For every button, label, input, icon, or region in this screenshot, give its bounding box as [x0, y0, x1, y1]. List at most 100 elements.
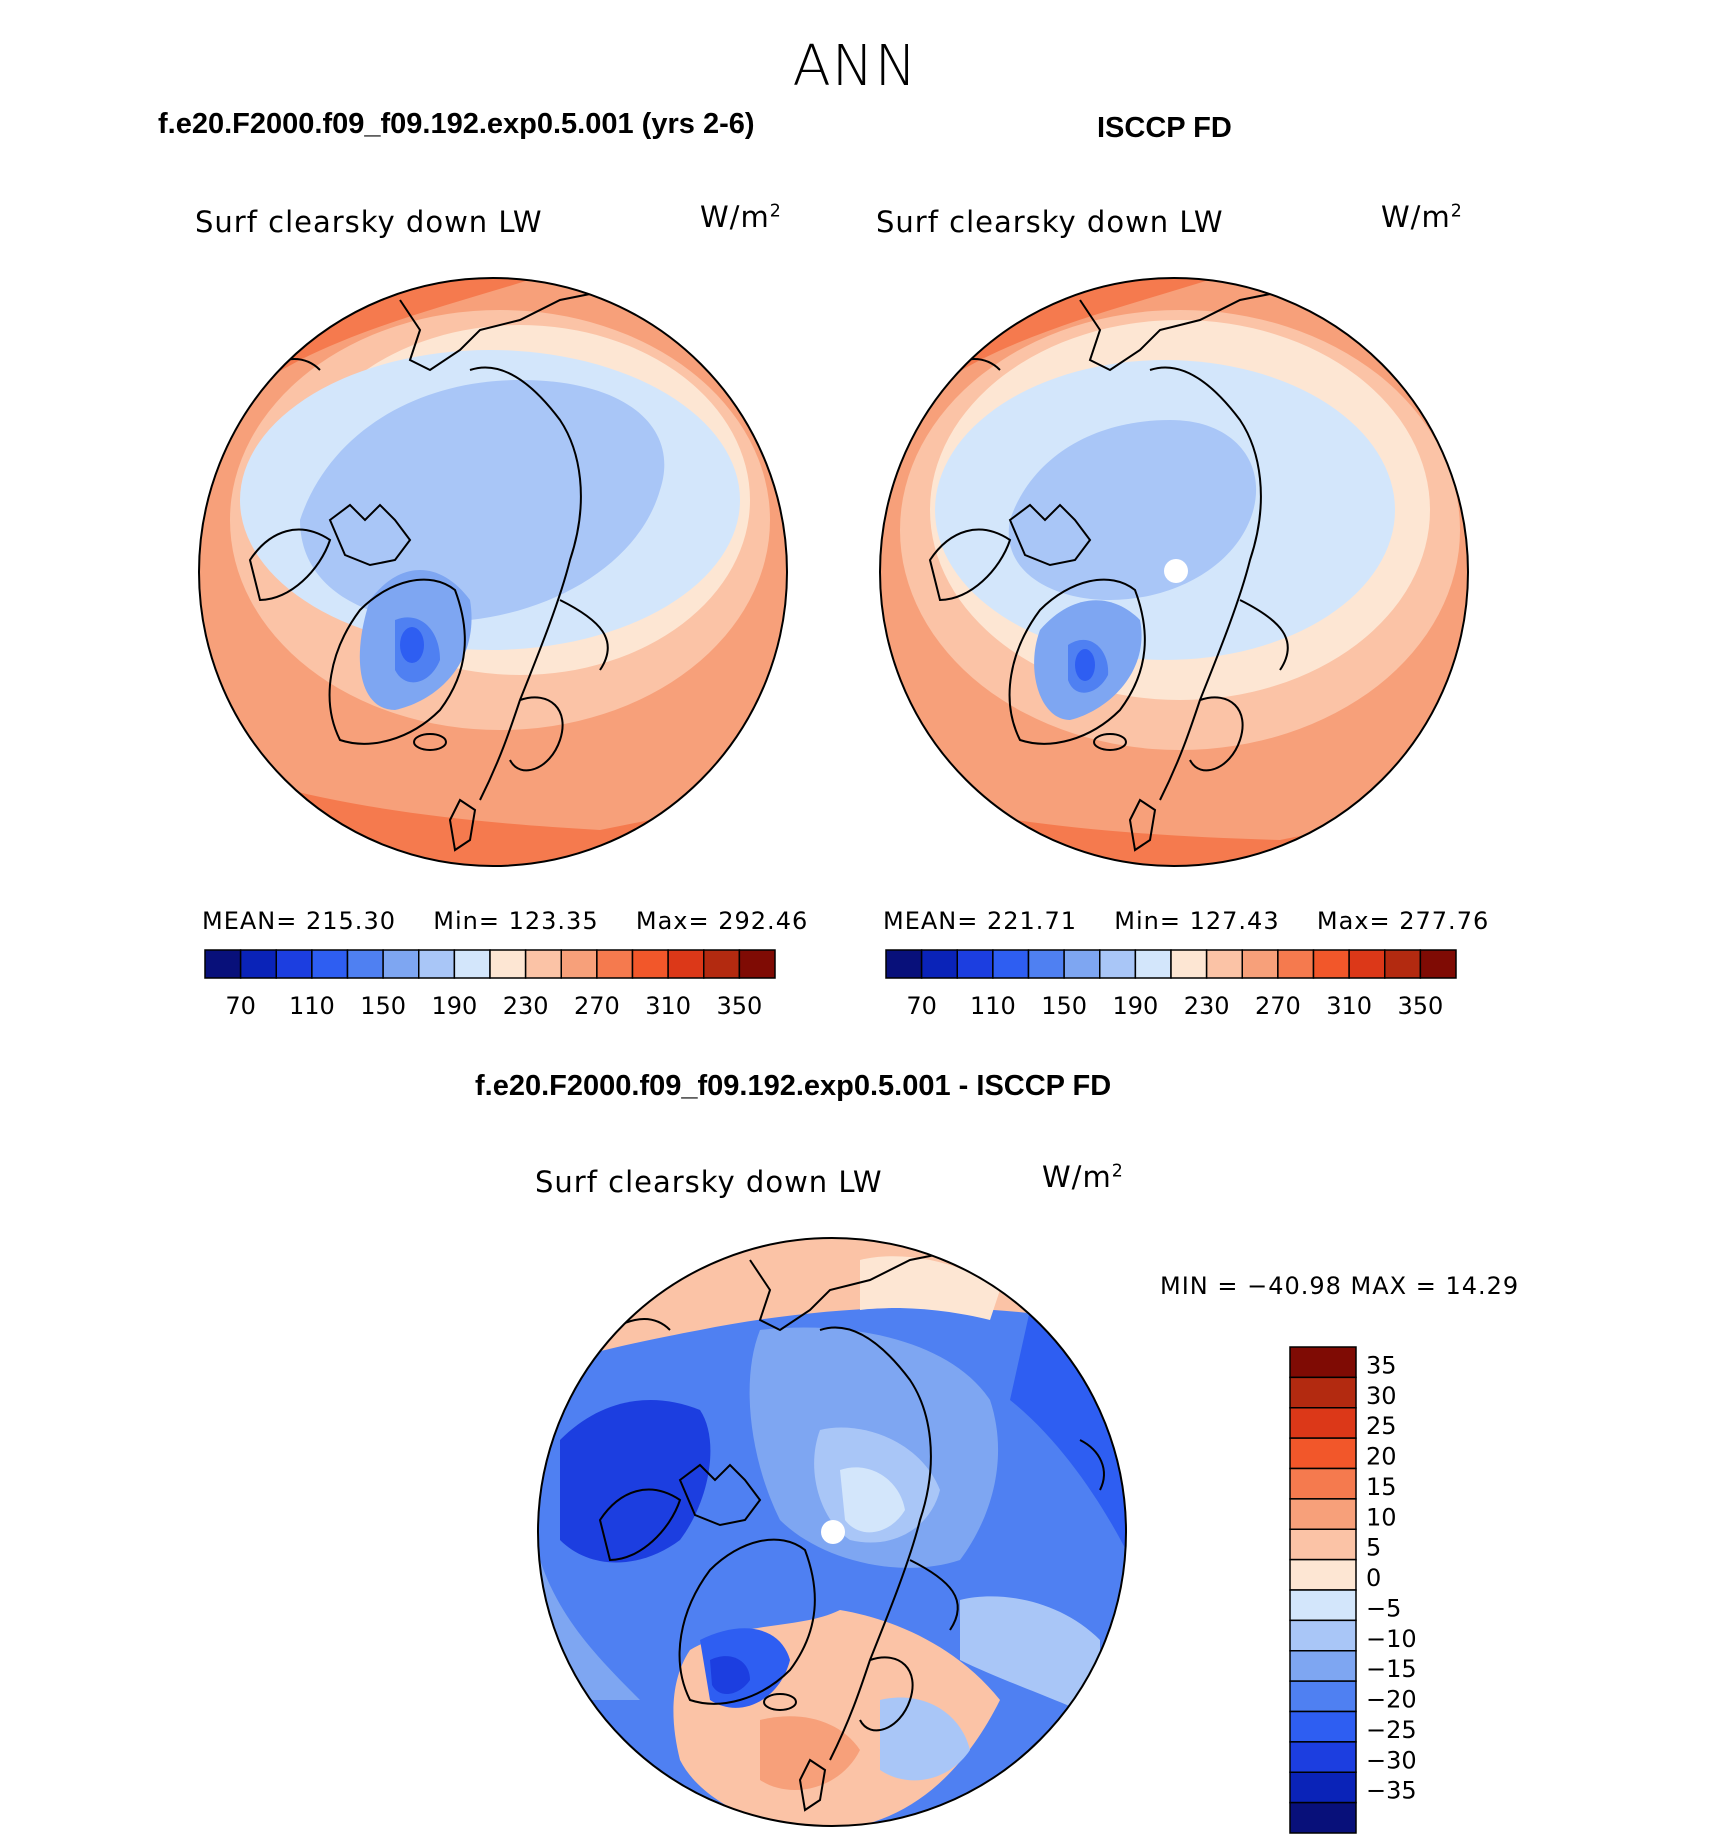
- colorbar-1-tick-label: 350: [716, 992, 762, 1020]
- colorbar-1-swatch: [703, 949, 741, 979]
- colorbar-1-swatch: [560, 949, 598, 979]
- panel2-mean-value: 221.71: [987, 907, 1077, 935]
- colorbar-diff-swatch: [1289, 1710, 1357, 1743]
- colorbar-diff-tick-label: −30: [1366, 1746, 1417, 1774]
- panel1-units: W/m2: [700, 200, 782, 234]
- colorbar-2-swatch: [1170, 949, 1208, 979]
- colorbar-diff-tick-label: 0: [1366, 1564, 1381, 1592]
- map3-coastlines: [598, 1249, 1105, 1812]
- panel2-units-exp: 2: [1450, 201, 1463, 222]
- diff-units-base: W/m: [1042, 1160, 1112, 1194]
- colorbar-diff-tick-label: 10: [1366, 1503, 1397, 1531]
- panel1-max-value: 292.46: [718, 907, 809, 935]
- colorbar-1-swatch: [667, 949, 705, 979]
- panel1-variable: Surf clearsky down LW: [195, 205, 543, 239]
- colorbar-2-swatch: [1099, 949, 1137, 979]
- panel2-units-base: W/m: [1381, 200, 1451, 234]
- colorbar-2-swatch: [1312, 949, 1350, 979]
- colorbar-diff-tick-label: 5: [1366, 1534, 1381, 1562]
- colorbar-diff-tick-label: 20: [1366, 1443, 1397, 1471]
- colorbar-2: 70 110 150 190 230 270 310 350: [885, 949, 1457, 1020]
- colorbar-2-tick-label: 350: [1397, 992, 1443, 1020]
- colorbar-2-swatch: [1134, 949, 1172, 979]
- panel2-max-label: Max=: [1316, 907, 1391, 935]
- panel2-min-label: Min=: [1114, 907, 1181, 935]
- colorbar-2-swatch: [1027, 949, 1065, 979]
- colorbar-1-tick-label: 230: [503, 992, 549, 1020]
- colorbar-1: 70 110 150 190 230 270 310 350: [204, 949, 776, 1020]
- panel1-min-label: Min=: [433, 907, 500, 935]
- colorbar-diff-swatch: [1289, 1801, 1357, 1834]
- colorbar-2-swatch: [1063, 949, 1101, 979]
- map2-coastlines: [928, 289, 1291, 852]
- colorbar-2-tick-label: 70: [906, 992, 937, 1020]
- colorbar-diff-swatch: [1289, 1619, 1357, 1652]
- colorbar-1-swatch: [631, 949, 669, 979]
- colorbar-1-swatch: [275, 949, 313, 979]
- panel2-min-value: 127.43: [1189, 907, 1280, 935]
- diff-title: f.e20.F2000.f09_f09.192.exp0.5.001 - ISC…: [475, 1070, 1112, 1102]
- colorbar-diff-swatch: [1289, 1771, 1357, 1804]
- map2-border: [879, 277, 1469, 867]
- colorbar-2-swatch: [992, 949, 1030, 979]
- colorbar-2-swatch: [1348, 949, 1386, 979]
- colorbar-diff-tick-label: −20: [1366, 1686, 1417, 1714]
- colorbar-2-swatch: [920, 949, 958, 979]
- panel2-variable: Surf clearsky down LW: [876, 205, 1224, 239]
- colorbar-diff-tick-label: −25: [1366, 1716, 1417, 1744]
- colorbar-1-tick-label: 150: [360, 992, 406, 1020]
- colorbar-diff-tick-label: 35: [1366, 1351, 1397, 1379]
- panel2-mean-label: MEAN=: [883, 907, 979, 935]
- colorbar-2-swatch: [1205, 949, 1243, 979]
- map1-border: [198, 277, 788, 867]
- season-title: ANN: [792, 34, 918, 99]
- colorbar-2-swatch: [1241, 949, 1279, 979]
- colorbar-2-tick-label: 190: [1112, 992, 1158, 1020]
- colorbar-diff-swatch: [1289, 1407, 1357, 1439]
- colorbar-diff-swatch: [1289, 1558, 1357, 1591]
- colorbar-2-swatch: [956, 949, 994, 979]
- colorbar-2-tick-label: 310: [1326, 992, 1372, 1020]
- diff-minmax: MIN = −40.98 MAX = 14.29: [1160, 1272, 1520, 1300]
- colorbar-diff-tick-label: −10: [1366, 1625, 1417, 1653]
- colorbar-1-swatch: [453, 949, 491, 979]
- colorbar-2-tick-label: 270: [1255, 992, 1301, 1020]
- colorbar-2-swatch: [1419, 949, 1457, 979]
- colorbar-diff-tick-label: −35: [1366, 1777, 1417, 1805]
- colorbar-1-swatch: [311, 949, 349, 979]
- colorbar-1-swatch: [239, 949, 277, 979]
- colorbar-1-tick-label: 70: [225, 992, 256, 1020]
- colorbar-2-tick-label: 230: [1184, 992, 1230, 1020]
- colorbar-1-tick-label: 310: [645, 992, 691, 1020]
- colorbar-diff-tick-label: 30: [1366, 1382, 1397, 1410]
- colorbar-diff-tick-label: −15: [1366, 1655, 1417, 1683]
- colorbar-2-swatch: [1277, 949, 1315, 979]
- colorbar-2-swatch: [885, 949, 923, 979]
- colorbar-diff-swatch: [1289, 1376, 1357, 1409]
- panel2-max-value: 277.76: [1399, 907, 1490, 935]
- panel1-min-value: 123.35: [508, 907, 599, 935]
- colorbar-diff-swatch: [1289, 1498, 1357, 1530]
- diff-units: W/m2: [1042, 1160, 1124, 1194]
- colorbar-diff-tick-label: −5: [1366, 1594, 1401, 1622]
- colorbar-2-tick-label: 110: [970, 992, 1016, 1020]
- colorbar-diff-swatch: [1289, 1741, 1357, 1773]
- colorbar-1-tick-label: 110: [289, 992, 335, 1020]
- colorbar-diff-swatch: [1289, 1589, 1357, 1622]
- colorbar-1-tick-label: 270: [574, 992, 620, 1020]
- colorbar-1-swatch: [418, 949, 456, 979]
- panel1-stats: MEAN= 215.30 Min= 123.35 Max= 292.46: [202, 907, 808, 935]
- colorbar-diff-swatch: [1289, 1650, 1357, 1682]
- panel1-mean-value: 215.30: [306, 907, 396, 935]
- panel2-units: W/m2: [1381, 200, 1463, 234]
- colorbar-1-swatch: [204, 949, 242, 979]
- colorbar-1-swatch: [489, 949, 527, 979]
- colorbar-2-tick-label: 150: [1041, 992, 1087, 1020]
- colorbar-diff-tick-label: 15: [1366, 1473, 1397, 1501]
- colorbar-1-swatch: [596, 949, 634, 979]
- map1-field: [199, 278, 787, 866]
- colorbar-diff-swatch: [1289, 1437, 1357, 1470]
- panel1-units-exp: 2: [769, 201, 782, 222]
